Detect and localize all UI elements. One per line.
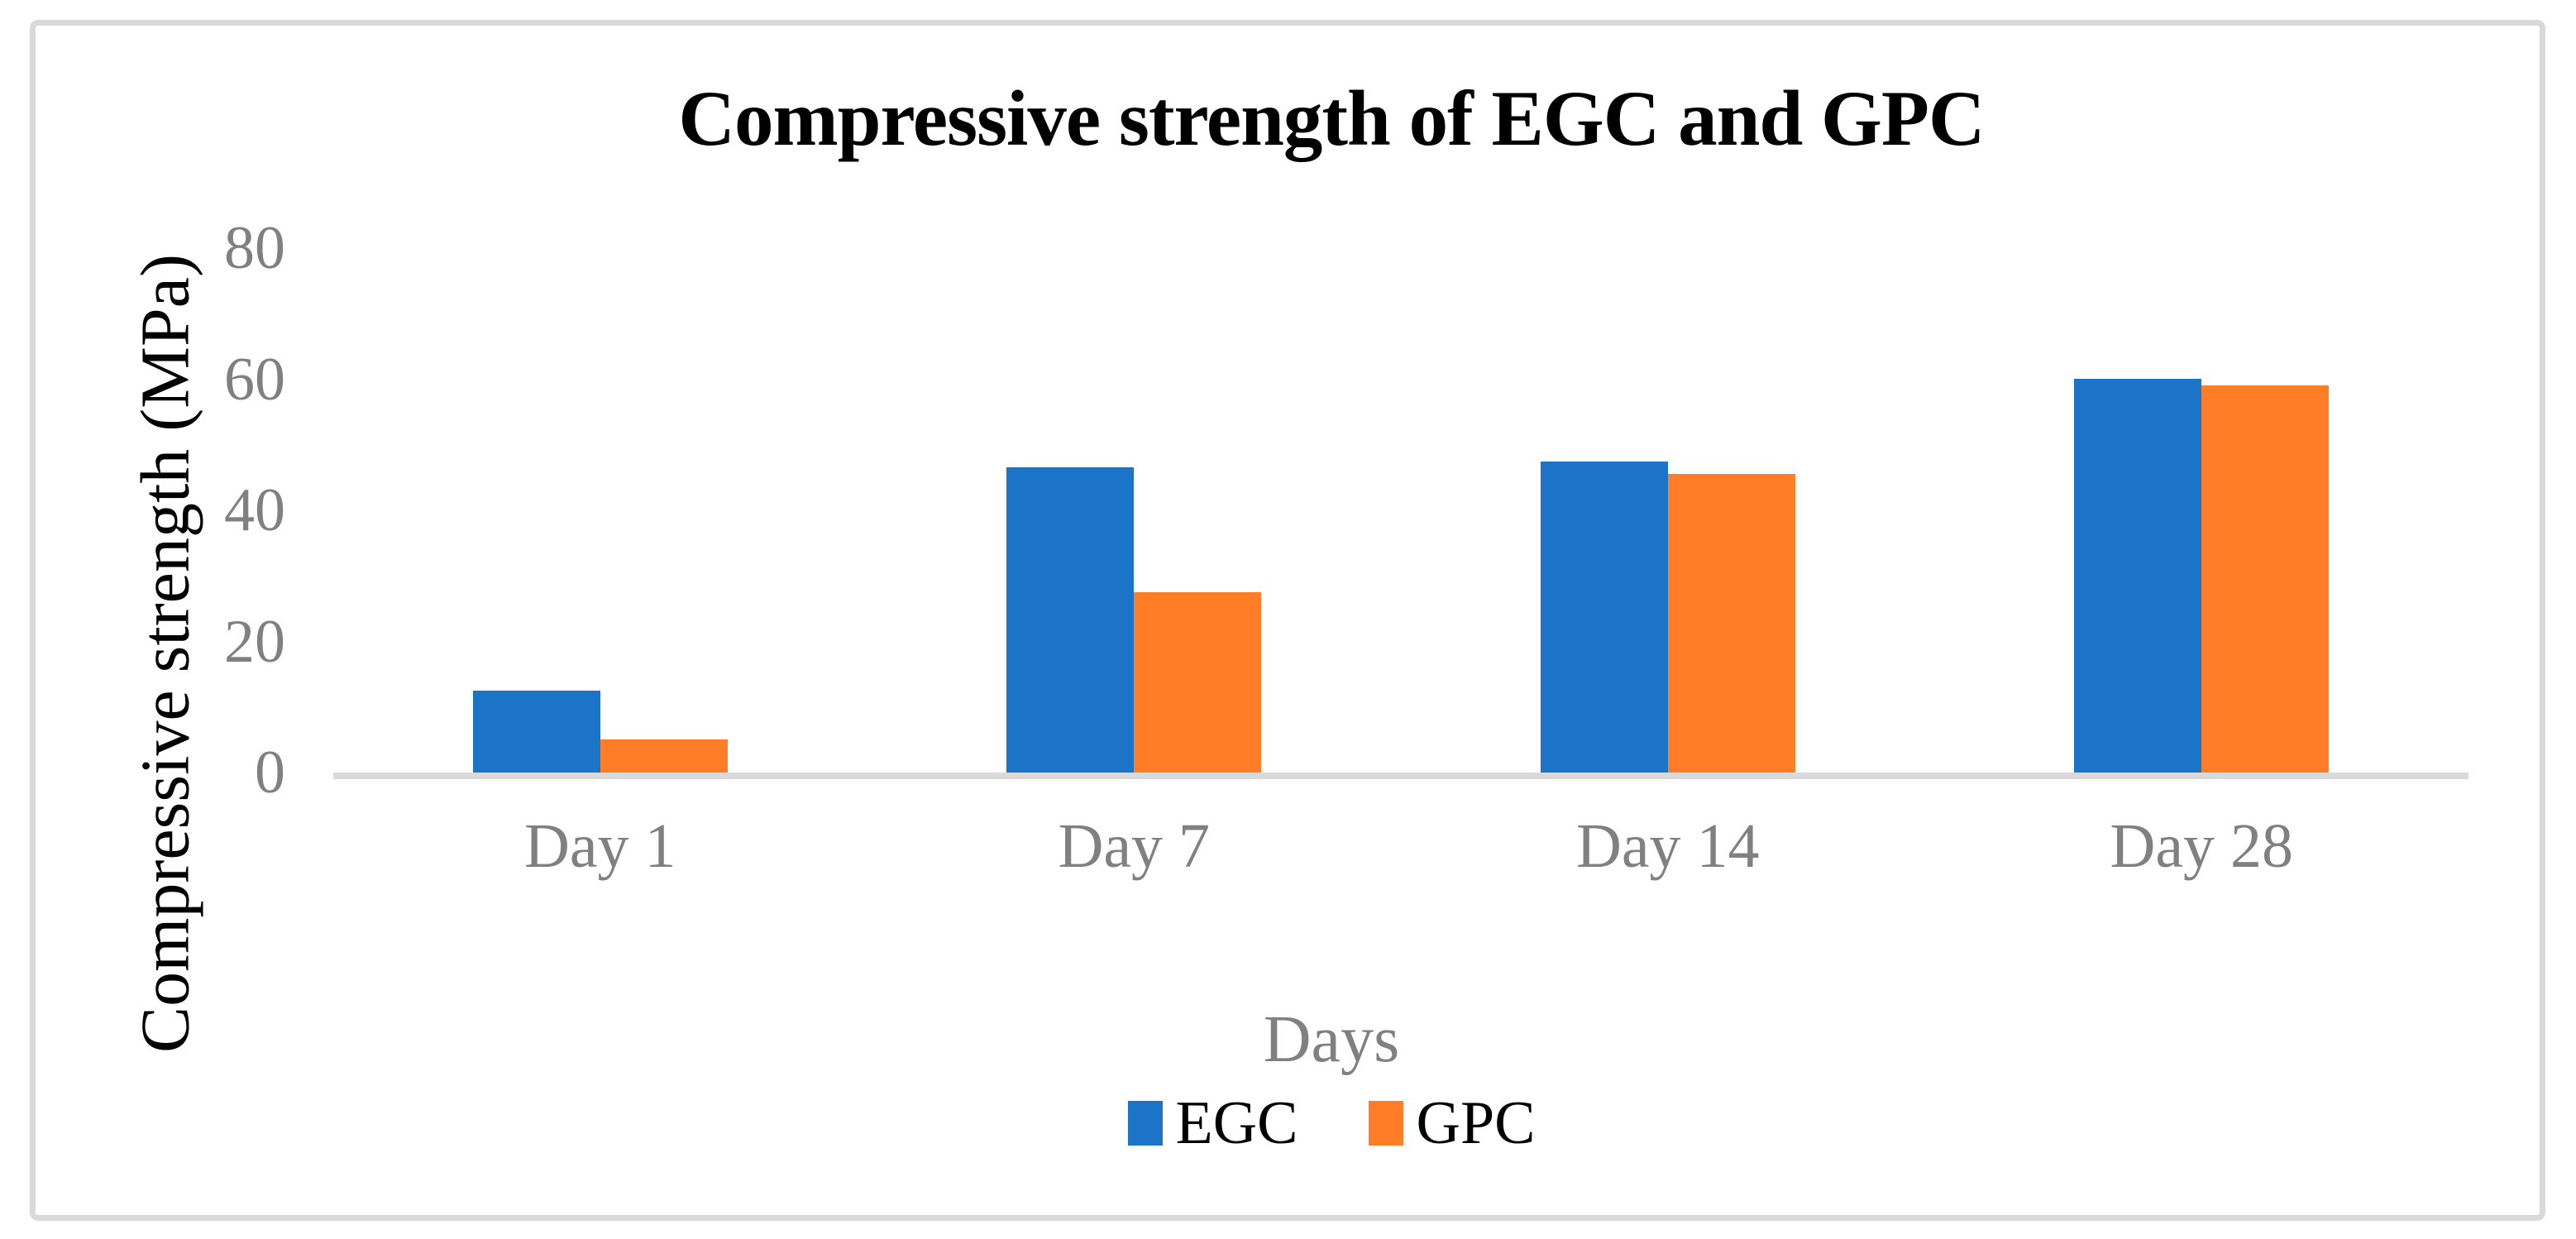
bar-gpc-day-14 <box>1667 474 1795 773</box>
legend-label-gpc: GPC <box>1416 1089 1536 1157</box>
x-axis-title: Days <box>1263 1003 1400 1076</box>
legend-item-egc: EGC <box>1127 1089 1298 1157</box>
bar-egc-day-7 <box>1006 467 1135 773</box>
y-tick-label-60: 60 <box>224 345 285 414</box>
bar-egc-day-14 <box>1540 462 1668 773</box>
y-tick-label-80: 80 <box>224 214 285 282</box>
chart-frame-border <box>30 20 2545 1221</box>
y-tick-label-20: 20 <box>224 607 285 676</box>
bar-gpc-day-28 <box>2201 385 2330 773</box>
legend-item-gpc: GPC <box>1368 1089 1536 1157</box>
bar-gpc-day-7 <box>1134 592 1262 773</box>
category-label-day-1: Day 1 <box>523 811 676 881</box>
category-label-day-14: Day 14 <box>1575 811 1760 881</box>
legend-marker-gpc <box>1368 1101 1403 1146</box>
chart-title: Compressive strength of EGC and GPC <box>678 74 1985 162</box>
bar-egc-day-28 <box>2074 379 2202 773</box>
legend: EGC GPC <box>91 1090 2572 1156</box>
legend-label-egc: EGC <box>1175 1089 1298 1157</box>
legend-marker-egc <box>1127 1101 1163 1146</box>
bar-gpc-day-1 <box>600 739 728 773</box>
x-axis-line <box>333 773 2468 779</box>
category-label-day-7: Day 7 <box>1058 811 1211 881</box>
y-tick-label-0: 0 <box>255 739 285 806</box>
category-label-day-28: Day 28 <box>2110 811 2294 881</box>
bar-egc-day-1 <box>472 691 600 773</box>
y-tick-label-40: 40 <box>224 476 285 544</box>
